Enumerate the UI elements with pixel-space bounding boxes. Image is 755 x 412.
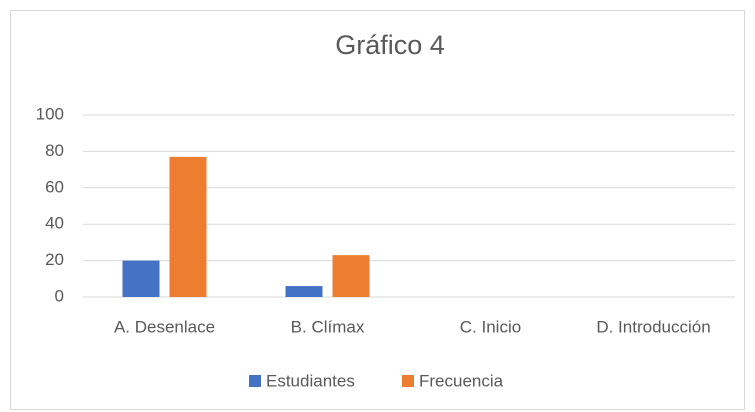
y-tick-label: 80 [45, 141, 64, 160]
x-tick-label: B. Clímax [291, 317, 365, 336]
legend-label: Estudiantes [266, 371, 355, 390]
legend-swatch [249, 375, 261, 387]
x-tick-label: A. Desenlace [114, 317, 215, 336]
y-tick-label: 100 [36, 104, 64, 123]
legend-label: Frecuencia [419, 371, 504, 390]
bar [332, 255, 370, 297]
y-tick-label: 40 [45, 214, 64, 233]
y-tick-label: 60 [45, 177, 64, 196]
y-tick-label: 0 [55, 286, 64, 305]
bar [169, 156, 207, 297]
legend-swatch [402, 375, 414, 387]
y-tick-label: 20 [45, 250, 64, 269]
chart-border [10, 10, 745, 410]
bar [122, 260, 160, 297]
x-tick-label: D. Introducción [596, 317, 710, 336]
chart-title: Gráfico 4 [335, 30, 445, 60]
x-tick-label: C. Inicio [460, 317, 521, 336]
bar [285, 286, 323, 297]
